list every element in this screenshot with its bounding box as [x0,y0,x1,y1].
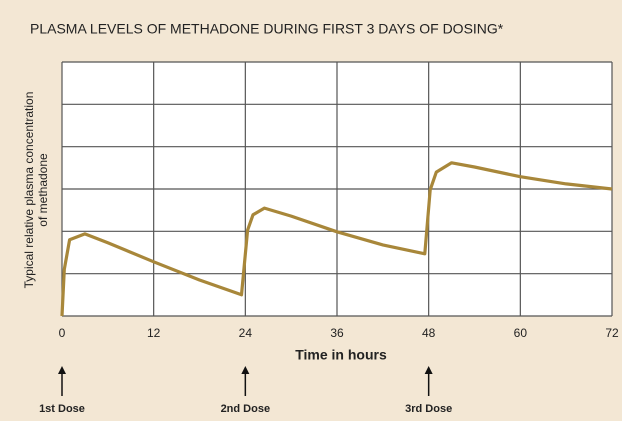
x-tick-label: 60 [514,326,528,340]
dose-arrow-head [424,366,433,374]
data-line [60,161,613,317]
dose-label: 1st Dose [39,403,85,415]
dose-arrow-head [241,366,250,374]
x-tick-label: 72 [605,326,619,340]
chart-title: PLASMA LEVELS OF METHADONE DURING FIRST … [30,21,504,37]
dose-arrow-head [58,366,66,374]
y-axis-label: Typical relative plasma concentration [22,92,36,289]
dose-label: 2nd Dose [221,403,271,415]
x-tick-label: 24 [239,326,253,340]
y-axis-label: of methadone [36,153,50,227]
x-axis-label: Time in hours [295,347,387,363]
dose-label: 3rd Dose [405,403,452,415]
x-tick-label: 0 [59,326,66,340]
x-tick-label: 12 [147,326,161,340]
x-tick-label: 36 [330,326,344,340]
x-tick-label: 48 [422,326,436,340]
